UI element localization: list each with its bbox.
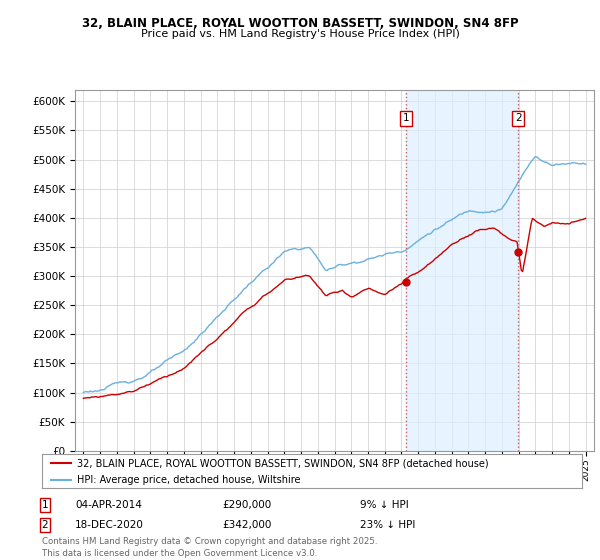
Text: 32, BLAIN PLACE, ROYAL WOOTTON BASSETT, SWINDON, SN4 8FP: 32, BLAIN PLACE, ROYAL WOOTTON BASSETT, … bbox=[82, 17, 518, 30]
Text: 1: 1 bbox=[403, 114, 409, 124]
Text: 2: 2 bbox=[515, 114, 521, 124]
Text: 32, BLAIN PLACE, ROYAL WOOTTON BASSETT, SWINDON, SN4 8FP (detached house): 32, BLAIN PLACE, ROYAL WOOTTON BASSETT, … bbox=[77, 458, 489, 468]
Text: 23% ↓ HPI: 23% ↓ HPI bbox=[360, 520, 415, 530]
Text: Price paid vs. HM Land Registry's House Price Index (HPI): Price paid vs. HM Land Registry's House … bbox=[140, 29, 460, 39]
Text: 9% ↓ HPI: 9% ↓ HPI bbox=[360, 500, 409, 510]
Bar bbox=[406, 90, 518, 451]
Text: 04-APR-2014: 04-APR-2014 bbox=[75, 500, 142, 510]
Text: 2: 2 bbox=[41, 520, 49, 530]
Text: 18-DEC-2020: 18-DEC-2020 bbox=[75, 520, 144, 530]
Text: HPI: Average price, detached house, Wiltshire: HPI: Average price, detached house, Wilt… bbox=[77, 475, 301, 484]
Text: 1: 1 bbox=[41, 500, 49, 510]
Text: £342,000: £342,000 bbox=[222, 520, 271, 530]
Text: Contains HM Land Registry data © Crown copyright and database right 2025.
This d: Contains HM Land Registry data © Crown c… bbox=[42, 537, 377, 558]
Text: £290,000: £290,000 bbox=[222, 500, 271, 510]
